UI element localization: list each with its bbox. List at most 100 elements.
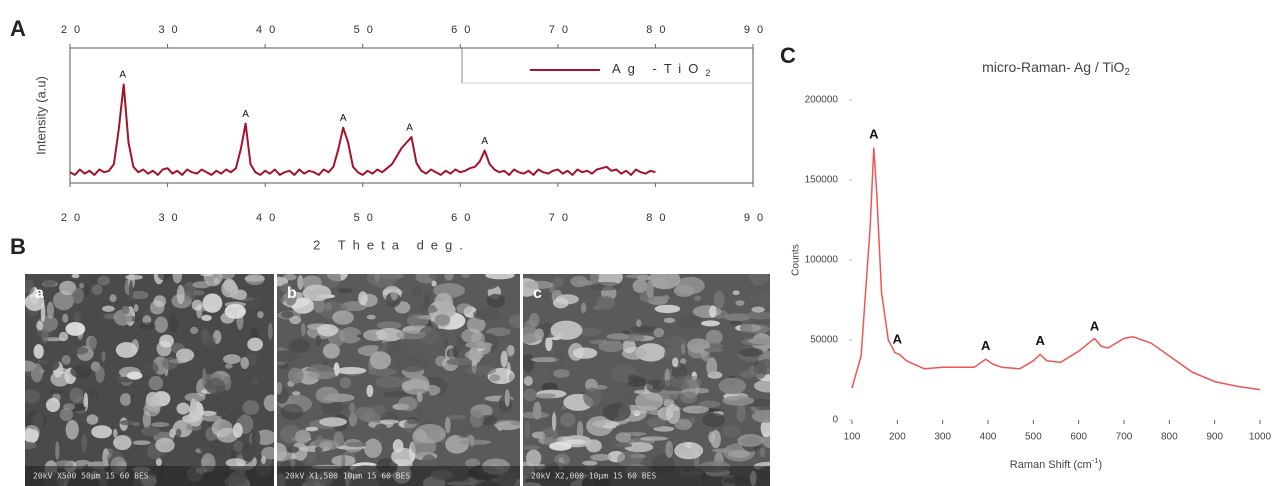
sem-texture <box>83 392 89 411</box>
sem-texture <box>411 285 422 297</box>
sem-texture <box>367 367 397 377</box>
sem-texture <box>141 361 159 376</box>
y-tick-label: 150000 <box>805 175 839 186</box>
sem-texture <box>232 422 243 438</box>
sem-texture <box>500 350 508 368</box>
sem-texture <box>590 281 623 291</box>
sem-texture <box>314 446 322 454</box>
sem-texture <box>302 284 332 302</box>
sem-texture <box>635 391 664 411</box>
sem-texture <box>374 423 388 433</box>
sem-texture <box>397 396 418 412</box>
sem-texture <box>740 417 750 435</box>
x-tick-label: 60 <box>451 212 477 224</box>
peak-annotation: A <box>1090 319 1100 334</box>
x-tick-label: 600 <box>1070 432 1087 443</box>
sem-texture <box>282 274 297 281</box>
plot-frame <box>69 47 754 184</box>
sem-texture <box>510 420 520 426</box>
sem-texture <box>73 311 82 323</box>
sem-texture <box>72 346 89 355</box>
sem-texture <box>190 326 199 335</box>
sem-texture <box>369 351 392 370</box>
sem-texture <box>280 403 304 420</box>
sem-texture <box>159 334 174 348</box>
sem-texture <box>295 429 311 444</box>
sem-texture <box>65 322 86 336</box>
x-tick-label: 200 <box>889 432 906 443</box>
sem-texture <box>523 388 537 402</box>
sem-texture <box>86 387 100 399</box>
sem-texture <box>535 393 557 399</box>
sem-texture <box>36 320 44 331</box>
sem-texture <box>154 316 168 333</box>
sem-texture <box>446 358 473 366</box>
sem-texture <box>663 317 676 324</box>
sem-texture <box>187 409 204 427</box>
sem-texture <box>323 393 355 403</box>
sem-texture <box>396 330 427 340</box>
sem-texture <box>49 390 65 395</box>
x-tick-label: 80 <box>646 212 672 224</box>
sem-texture <box>216 427 239 443</box>
sem-texture <box>735 300 745 306</box>
sem-texture <box>348 412 358 427</box>
sem-texture <box>702 413 726 428</box>
sem-texture <box>200 274 214 277</box>
sem-texture <box>70 364 93 379</box>
sem-texture <box>213 277 220 285</box>
sem-texture <box>375 376 404 389</box>
sem-texture <box>507 344 515 356</box>
sem-texture <box>277 381 283 395</box>
x-axis-label: Raman Shift (cm-1) <box>1010 456 1102 471</box>
sem-caption-bar <box>25 466 274 486</box>
sem-texture <box>43 420 61 435</box>
sem-texture <box>448 334 457 347</box>
sem-texture <box>50 371 70 387</box>
sem-texture <box>263 394 274 412</box>
peak-annotation: A <box>406 122 413 133</box>
sem-texture <box>176 284 185 305</box>
sem-texture <box>81 433 88 453</box>
sem-texture <box>109 294 117 303</box>
sem-texture <box>38 356 60 372</box>
sem-texture <box>287 367 304 384</box>
x-tick-label: 80 <box>646 24 672 36</box>
sem-texture <box>672 357 679 368</box>
sem-texture <box>241 442 256 462</box>
sem-texture <box>553 369 570 378</box>
sem-texture <box>756 359 770 375</box>
sem-texture <box>576 327 601 337</box>
sem-texture <box>382 391 411 398</box>
sem-texture <box>119 419 134 426</box>
sem-texture <box>565 439 587 445</box>
x-tick-label: 20 <box>61 212 87 224</box>
data-line <box>69 83 656 176</box>
peak-annotation: A <box>242 109 249 120</box>
sem-texture <box>225 458 246 468</box>
sem-texture <box>582 460 598 466</box>
sem-texture <box>671 375 703 390</box>
sem-texture <box>277 442 287 461</box>
sem-texture <box>46 301 55 319</box>
sem-texture <box>447 414 467 420</box>
sem-texture <box>151 422 170 428</box>
sem-texture <box>646 417 666 428</box>
sem-texture <box>549 441 572 451</box>
sem-texture <box>466 316 486 333</box>
x-tick-label: 50 <box>354 212 380 224</box>
x-tick-label: 700 <box>1116 432 1133 443</box>
sem-texture <box>366 314 376 320</box>
sem-texture <box>598 340 624 353</box>
sem-texture <box>59 280 77 296</box>
y-tick-label: 100000 <box>805 255 839 266</box>
sem-texture <box>155 458 163 466</box>
sem-texture <box>724 313 751 322</box>
x-tick-label: 40 <box>256 24 282 36</box>
sem-texture <box>59 407 74 421</box>
sem-texture <box>727 449 751 458</box>
sem-texture <box>747 337 770 345</box>
sem-texture <box>332 310 354 325</box>
sem-texture <box>663 345 683 363</box>
